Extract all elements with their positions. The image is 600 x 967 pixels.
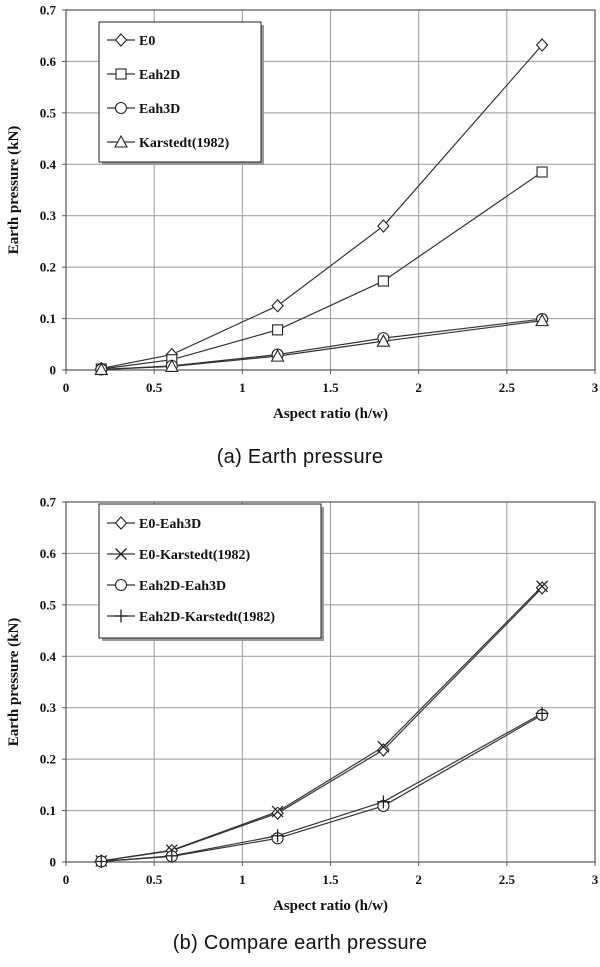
- chart-a-series-0-point: [271, 298, 284, 313]
- chart-a-ylabel: Earth pressure (kN): [6, 126, 22, 255]
- chart-b-series-0-point: [377, 743, 390, 757]
- chart-b-series-3-point: [535, 706, 549, 720]
- chart-a-series-3-point: [94, 362, 109, 376]
- chart-a-ytick-label: 0.7: [40, 3, 57, 18]
- chart-a-series-3-point: [270, 348, 285, 362]
- chart-b-series-1-point: [536, 580, 549, 593]
- chart-a-series-1-point: [377, 275, 389, 287]
- chart-b-legend-marker: [115, 548, 127, 560]
- chart-a-series-0-point: [377, 219, 390, 233]
- chart-b-series-3-point: [376, 795, 390, 809]
- chart-a-ytick-label: 0.3: [40, 208, 57, 223]
- chart-b-ytick-label: 0.4: [40, 649, 57, 664]
- chart-a-legend-marker: [114, 33, 128, 47]
- chart-a-series-1-point: [272, 324, 284, 336]
- chart-a-legend-marker: [114, 101, 128, 115]
- chart-a-xtick-label: 2.5: [499, 380, 516, 395]
- chart-a-series-0-point: [535, 38, 549, 52]
- chart-b-ytick-label: 0.6: [40, 546, 57, 561]
- chart-panel-b: 0 0.5 1 1.5 2 2.5 3 0 0.1 0.2 0.3 0.4 0.5 0.6 0.7 Aspec…: [0, 492, 600, 967]
- chart-b-xtick-label: 0.5: [146, 872, 163, 887]
- chart-a-series-1-line: [101, 171, 543, 370]
- chart-b-legend: [98, 503, 322, 639]
- chart-b-xlabel: Aspect ratio (h/w): [273, 898, 388, 914]
- chart-b-legend-entry: Eah2D-Karstedt(1982): [139, 610, 275, 625]
- chart-a-legend-marker: [114, 134, 128, 148]
- chart-b-series-0-point: [271, 806, 284, 820]
- chart-b-xtick-label: 2.5: [499, 872, 516, 887]
- chart-b-xtick-label: 1.5: [322, 872, 339, 887]
- chart-a-series-3-point: [376, 334, 391, 347]
- chart-b-ytick-label: 0.2: [40, 752, 56, 767]
- chart-a-ytick-label: 0.1: [40, 311, 56, 326]
- chart-b-series-1-point: [271, 805, 284, 818]
- chart-a-xtick-label: 0.5: [146, 380, 163, 395]
- chart-b-legend-marker: [114, 516, 128, 530]
- chart-a-series-1-point: [536, 166, 548, 178]
- chart-b-ylabel: Earth pressure (kN): [6, 618, 22, 747]
- chart-a-xtick-label: 1.5: [322, 380, 339, 395]
- chart-a-ytick-label: 0.5: [40, 105, 57, 120]
- chart-b-legend-marker: [114, 609, 128, 623]
- chart-a-caption: (a) Earth pressure: [216, 446, 384, 468]
- chart-b-series-1-point: [377, 740, 390, 753]
- chart-b-ytick-label: 0.7: [40, 495, 57, 510]
- chart-a-xtick-label: 2: [415, 380, 422, 395]
- chart-b-xtick-label: 3: [592, 872, 599, 887]
- chart-a-legend-marker: [115, 68, 127, 80]
- chart-a-legend-entry: Eah2D: [139, 68, 180, 83]
- chart-b-series-3-point: [271, 829, 285, 843]
- chart-a-legend: [98, 21, 262, 163]
- chart-a-legend-entry: Eah3D: [139, 102, 180, 117]
- chart-a-xlabel: Aspect ratio (h/w): [273, 406, 388, 422]
- chart-a-legend-entry: E0: [139, 34, 155, 49]
- chart-b-ytick-label: 0: [50, 855, 57, 870]
- chart-a-xtick-label: 3: [592, 380, 599, 395]
- chart-b-legend-marker: [114, 578, 128, 592]
- chart-b-ytick-label: 0.1: [40, 803, 56, 818]
- chart-b-legend-entry: E0-Eah3D: [139, 517, 201, 532]
- chart-a-ytick-label: 0: [50, 363, 57, 378]
- chart-b-xtick-label: 0: [63, 872, 70, 887]
- chart-a: 0 0.5 1 1.5 2 2.5 3 0 0.1 0.2 0.3 0.4 0.5 0.6 0.7 Aspec…: [6, 3, 599, 423]
- chart-b-xtick-label: 1: [239, 872, 246, 887]
- chart-a-legend-entry: Karstedt(1982): [139, 136, 230, 151]
- chart-a-xtick-label: 1: [239, 380, 246, 395]
- chart-b-series-0-point: [535, 581, 549, 595]
- chart-b-series-3-point: [94, 854, 108, 868]
- chart-b-series-3-point: [165, 849, 179, 863]
- chart-b-ytick-label: 0.3: [40, 700, 57, 715]
- chart-a-ytick-label: 0.6: [40, 54, 57, 69]
- chart-a-ytick-label: 0.2: [40, 260, 56, 275]
- chart-b-caption: (b) Compare earth pressure: [172, 932, 428, 954]
- chart-b: 0 0.5 1 1.5 2 2.5 3 0 0.1 0.2 0.3 0.4 0.5 0.6 0.7 Aspec…: [6, 495, 599, 915]
- chart-a-series-3-point: [164, 359, 179, 372]
- chart-b-xtick-label: 2: [415, 872, 422, 887]
- chart-b-series-2-line: [101, 714, 543, 863]
- chart-b-legend-entry: E0-Karstedt(1982): [139, 548, 251, 563]
- chart-a-ytick-label: 0.4: [40, 157, 57, 172]
- chart-panel-a: 0 0.5 1 1.5 2 2.5 3 0 0.1 0.2 0.3 0.4 0.5 0.6 0.7 Aspec…: [0, 0, 600, 480]
- chart-a-series-3-point: [535, 313, 550, 327]
- chart-b-legend-entry: Eah2D-Eah3D: [139, 579, 226, 594]
- chart-a-xtick-label: 0: [63, 380, 70, 395]
- chart-b-ytick-label: 0.5: [40, 597, 57, 612]
